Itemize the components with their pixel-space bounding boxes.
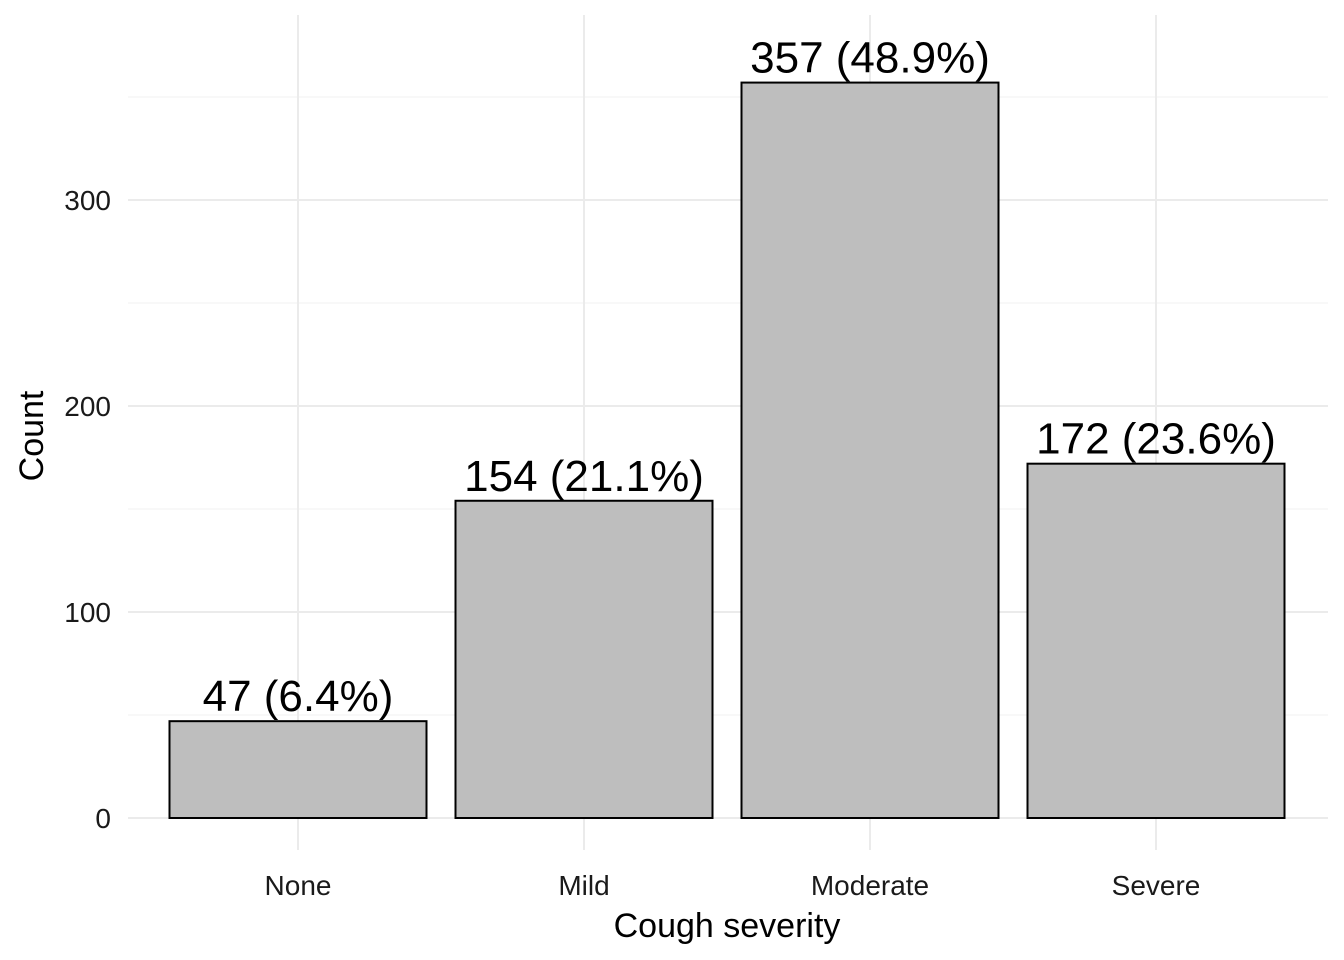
bars [168, 81, 1286, 819]
y-tick-label: 0 [95, 803, 111, 834]
x-tick-label: Mild [558, 870, 609, 901]
data-label-severe: 172 (23.6%) [1036, 415, 1276, 464]
y-axis-title: Count [13, 390, 51, 481]
y-tick-label: 100 [64, 597, 111, 628]
y-tick-labels: 0 100 200 300 [64, 185, 111, 834]
bar-none [168, 720, 428, 819]
x-axis-title: Cough severity [614, 907, 841, 945]
data-labels: 47 (6.4%) 154 (21.1%) 357 (48.9%) 172 (23.6… [203, 34, 1276, 722]
x-tick-labels: None Mild Moderate Severe [265, 870, 1201, 901]
data-label-moderate: 357 (48.9%) [750, 34, 990, 83]
data-label-none: 47 (6.4%) [203, 672, 394, 721]
y-tick-label: 300 [64, 185, 111, 216]
bar-moderate [740, 81, 1000, 819]
data-label-mild: 154 (21.1%) [464, 452, 704, 501]
bar-mild [454, 499, 714, 819]
x-tick-label: Moderate [811, 870, 929, 901]
bar-severe [1026, 462, 1286, 819]
x-tick-label: Severe [1112, 870, 1201, 901]
x-tick-label: None [265, 870, 332, 901]
y-tick-label: 200 [64, 391, 111, 422]
